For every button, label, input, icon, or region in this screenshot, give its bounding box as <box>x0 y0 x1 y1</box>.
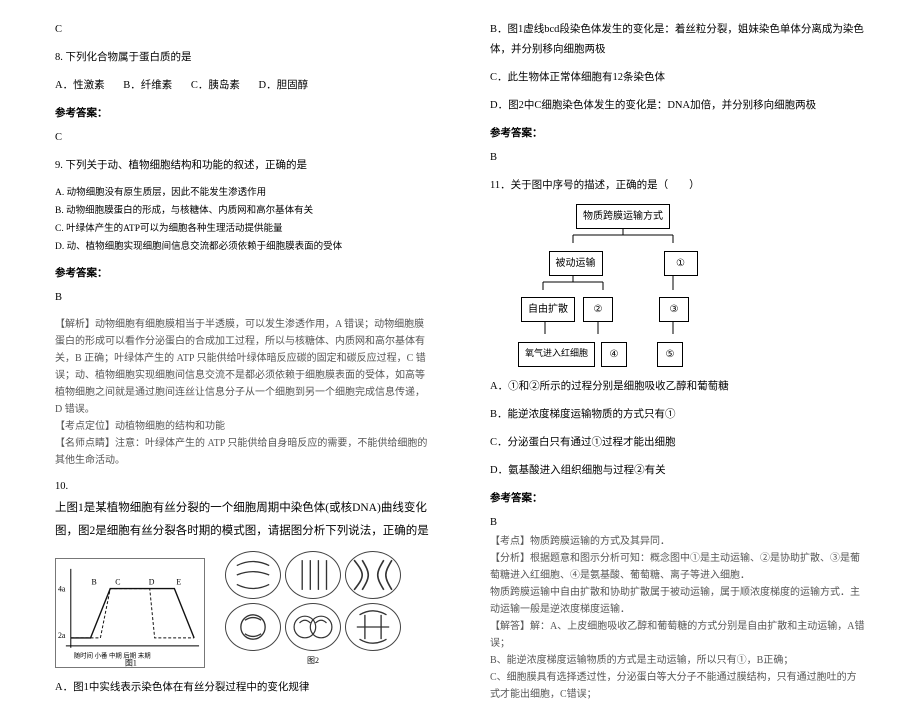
q11-opt-b: B．能逆浓度梯度运输物质的方式只有① <box>490 405 865 425</box>
fig2-label: 图2 <box>225 653 401 668</box>
flow-conn-3 <box>518 322 728 334</box>
q8-opt-c: C．胰岛素 <box>191 80 240 91</box>
fig1-label: 图1 <box>125 658 137 667</box>
q10-cell-grid: 图2 <box>225 551 401 668</box>
flow-conn-1 <box>518 229 728 243</box>
prev-answer: C <box>55 20 430 40</box>
flow-b1: 自由扩散 <box>521 297 575 322</box>
cell-d <box>225 603 281 651</box>
q10-opt-b: B．图1虚线bcd段染色体发生的变化是：着丝粒分裂，姐妹染色单体分离成为染色体，… <box>490 20 865 60</box>
cell-e <box>285 603 341 651</box>
q8-answer-label: 参考答案： <box>55 104 430 124</box>
q8-options: A．性激素 B．纤维素 C．胰岛素 D．胆固醇 <box>55 76 430 96</box>
q11-opt-d: D．氨基酸进入组织细胞与过程②有关 <box>490 461 865 481</box>
left-column: C 8. 下列化合物属于蛋白质的是 A．性激素 B．纤维素 C．胰岛素 D．胆固… <box>0 0 460 651</box>
svg-text:D: D <box>149 577 155 586</box>
q11-flowchart: 物质跨膜运输方式 被动运输 ① 自由扩散 ② ③ 氧气进入红细胞 ④ ⑤ <box>518 204 728 368</box>
flow-b2: ② <box>583 297 613 322</box>
q10-answer-label: 参考答案： <box>490 124 865 144</box>
flow-bot: 氧气进入红细胞 <box>518 342 595 367</box>
q11-stem: 11．关于图中序号的描述，正确的是（ ） <box>490 176 865 196</box>
q11-kaodian: 【考点】物质跨膜运输的方式及其异同． <box>490 533 865 550</box>
q11-jieda-b: B、能逆浓度梯度运输物质的方式是主动运输，所以只有①，B正确； <box>490 652 865 669</box>
q11-answer: B <box>490 513 865 533</box>
flow-bb2: ④ <box>601 342 627 367</box>
flow-bb3: ⑤ <box>657 342 683 367</box>
q10-answer: B <box>490 148 865 168</box>
flow-b3: ③ <box>659 297 689 322</box>
q10-number: 10. <box>55 477 430 497</box>
q10-figures: 4a 2a B C D E 随时间 小番 中期 后期 末期 图1 <box>55 551 430 668</box>
q9-opt-d: D. 动、植物细胞实现细胞间信息交流都必须依赖于细胞膜表面的受体 <box>55 238 430 256</box>
svg-text:E: E <box>176 577 181 586</box>
dashed-line <box>71 588 194 637</box>
svg-text:4a: 4a <box>58 584 66 593</box>
q10-opt-a: A．图1中实线表示染色体在有丝分裂过程中的变化规律 <box>55 678 430 698</box>
cell-a <box>225 551 281 599</box>
solid-line <box>71 588 194 637</box>
q11-fenxi-2: 物质跨膜运输中自由扩散和协助扩散属于被动运输，属于顺浓度梯度的运输方式．主动运输… <box>490 584 865 618</box>
q9-stem: 9. 下列关于动、植物细胞结构和功能的叙述，正确的是 <box>55 156 430 176</box>
q10-opt-d: D．图2中C细胞染色体发生的变化是：DNA加倍，并分别移向细胞两极 <box>490 96 865 116</box>
q9-explanation-2: 【考点定位】动植物细胞的结构和功能 <box>55 418 430 435</box>
q9-opt-a: A. 动物细胞没有原生质层，因此不能发生渗透作用 <box>55 184 430 202</box>
q10-chart: 4a 2a B C D E 随时间 小番 中期 后期 末期 图1 <box>55 558 205 668</box>
xaxis-label: 随时间 小番 中期 后期 末期 <box>74 650 151 659</box>
line-chart-svg: 4a 2a B C D E 随时间 小番 中期 后期 末期 图1 <box>56 559 204 668</box>
q9-explanation-1: 【解析】动物细胞有细胞膜相当于半透膜，可以发生渗透作用，A 错误；动物细胞膜蛋白… <box>55 316 430 418</box>
q9-opt-b: B. 动物细胞膜蛋白的形成，与核糖体、内质网和高尔基体有关 <box>55 202 430 220</box>
q11-opt-a: A．①和②所示的过程分别是细胞吸收乙醇和葡萄糖 <box>490 377 865 397</box>
q11-answer-label: 参考答案： <box>490 489 865 509</box>
q9-opt-c: C. 叶绿体产生的ATP可以为细胞各种生理活动提供能量 <box>55 220 430 238</box>
q10-opt-c: C．此生物体正常体细胞有12条染色体 <box>490 68 865 88</box>
q9-answer: B <box>55 288 430 308</box>
page: C 8. 下列化合物属于蛋白质的是 A．性激素 B．纤维素 C．胰岛素 D．胆固… <box>0 0 920 651</box>
cell-f <box>345 603 401 651</box>
q9-answer-label: 参考答案： <box>55 264 430 284</box>
cell-c <box>345 551 401 599</box>
flow-top: 物质跨膜运输方式 <box>576 204 670 229</box>
q11-opt-c: C．分泌蛋白只有通过①过程才能出细胞 <box>490 433 865 453</box>
svg-text:C: C <box>115 577 120 586</box>
svg-text:2a: 2a <box>58 631 66 640</box>
q9-explanation-3: 【名师点睛】注意：叶绿体产生的 ATP 只能供给自身暗反应的需要，不能供给细胞的… <box>55 435 430 469</box>
q8-opt-a: A．性激素 <box>55 80 105 91</box>
flow-conn-2 <box>518 276 728 290</box>
q11-jieda-a: 【解答】解：A、上皮细胞吸收乙醇和葡萄糖的方式分别是自由扩散和主动运输，A错误； <box>490 618 865 652</box>
q8-opt-d: D．胆固醇 <box>259 80 309 91</box>
flow-r1: ① <box>664 251 698 276</box>
cell-b <box>285 551 341 599</box>
q8-answer: C <box>55 128 430 148</box>
flow-mid: 被动运输 <box>549 251 603 276</box>
q8-stem: 8. 下列化合物属于蛋白质的是 <box>55 48 430 68</box>
q11-fenxi-1: 【分析】根据题意和图示分析可知：概念图中①是主动运输、②是协助扩散、③是葡萄糖进… <box>490 550 865 584</box>
right-column: B．图1虚线bcd段染色体发生的变化是：着丝粒分裂，姐妹染色单体分离成为染色体，… <box>460 0 920 651</box>
q8-opt-b: B．纤维素 <box>123 80 172 91</box>
svg-text:B: B <box>92 577 97 586</box>
q11-jieda-c: C、细胞膜具有选择透过性，分泌蛋白等大分子不能通过膜结构，只有通过胞吐的方式才能… <box>490 669 865 703</box>
q10-stem: 上图1是某植物细胞有丝分裂的一个细胞周期中染色体(或核DNA)曲线变化图，图2是… <box>55 497 430 543</box>
